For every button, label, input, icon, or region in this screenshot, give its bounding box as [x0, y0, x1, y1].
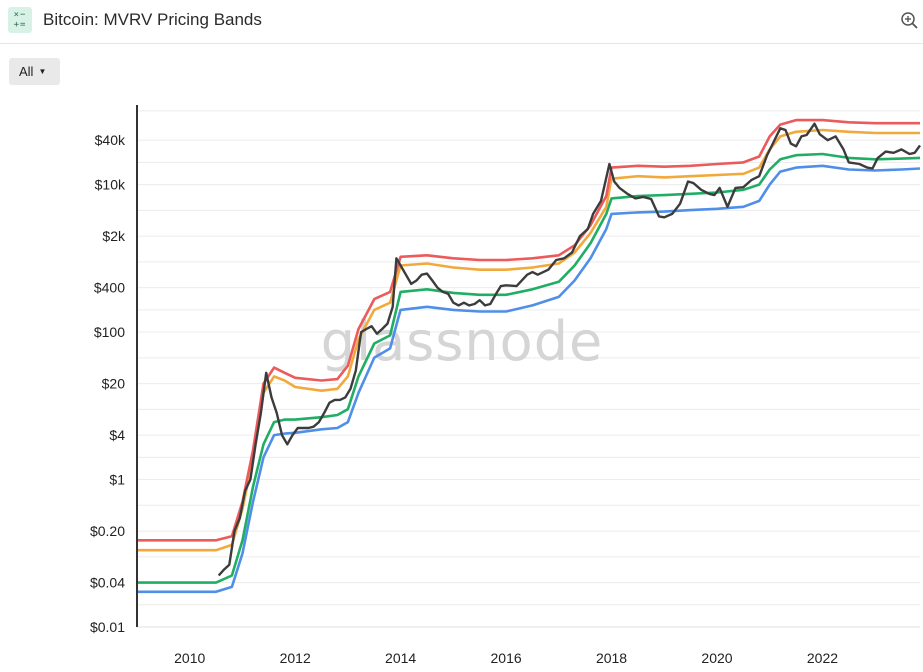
y-tick-label: $100 — [94, 324, 125, 340]
x-tick-label: 2010 — [174, 650, 205, 666]
series-line-0 — [137, 164, 921, 594]
grid — [137, 110, 920, 628]
y-tick-label: $2k — [102, 228, 126, 244]
x-tick-label: 2012 — [280, 650, 311, 666]
series-group — [137, 118, 921, 594]
y-tick-label: $0.20 — [90, 523, 125, 539]
x-tick-label: 2016 — [491, 650, 522, 666]
x-tick-label: 2022 — [807, 650, 838, 666]
y-tick-label: $1 — [109, 472, 125, 488]
y-tick-label: $400 — [94, 280, 125, 296]
y-tick-label: $10k — [95, 177, 126, 193]
y-tick-label: $40k — [95, 132, 126, 148]
mvrv-chart: glassnode $0.01$0.04$0.20$1$4$20$100$400… — [90, 105, 921, 666]
series-line-3 — [137, 118, 920, 542]
chart-header: ×− += Bitcoin: MVRV Pricing Bands — [0, 0, 923, 44]
caret-down-icon: ▼ — [38, 67, 47, 76]
zoom-in-icon — [901, 12, 918, 29]
formula-icon: ×− += — [8, 7, 32, 33]
x-tick-label: 2020 — [701, 650, 732, 666]
x-tick-label: 2018 — [596, 650, 627, 666]
x-ticks: 2010 2012 2014 2016 2018 2020 2022 — [174, 650, 838, 666]
y-tick-label: $4 — [109, 427, 125, 443]
series-line-1 — [137, 152, 921, 584]
y-ticks: $0.01 $0.04 $0.20 $1 $4 $20 $100 $400 $2k $10k $40… — [90, 132, 126, 635]
y-tick-label: $20 — [102, 376, 126, 392]
time-range-select[interactable]: All ▼ — [9, 58, 60, 85]
y-tick-label: $0.01 — [90, 619, 125, 635]
y-tick-label: $0.04 — [90, 575, 125, 591]
time-range-label: All — [19, 64, 34, 79]
zoom-button[interactable] — [900, 11, 920, 31]
x-tick-label: 2014 — [385, 650, 416, 666]
series-line-4 — [217, 122, 921, 577]
page-title: Bitcoin: MVRV Pricing Bands — [43, 10, 262, 29]
